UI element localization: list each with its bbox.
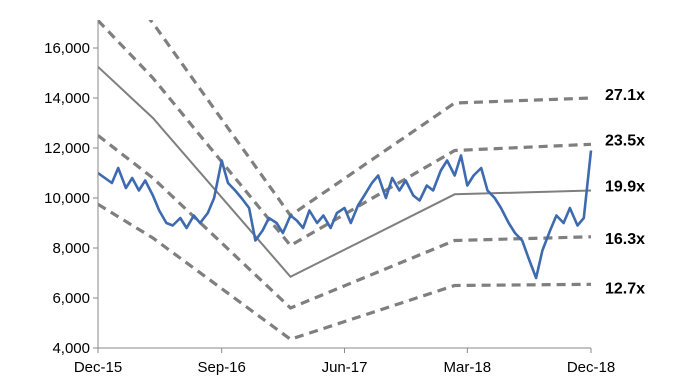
band-line-27-1x	[148, 20, 592, 218]
band-line-12-7x	[98, 202, 592, 342]
axes: 4,000 6,000 8,000 10,000 12,000 14,000 16,000 D…	[44, 20, 615, 376]
band-label-12-7x: 12.7x	[605, 280, 645, 297]
x-tick-label: Mar-18	[444, 359, 492, 376]
band-line-16-3x	[98, 134, 592, 310]
y-tick-label: 6,000	[52, 290, 90, 307]
band-label-23-5x: 23.5x	[605, 132, 645, 149]
valuation-bands	[98, 20, 592, 342]
band-label-27-1x: 27.1x	[605, 87, 645, 104]
y-tick-label: 8,000	[52, 240, 90, 257]
index-line	[98, 150, 593, 280]
y-tick-label: 10,000	[44, 190, 90, 207]
x-tick-label: Dec-18	[567, 359, 615, 376]
band-line-19-9x	[98, 66, 592, 279]
y-tick-label: 14,000	[44, 90, 90, 107]
y-tick-label: 4,000	[52, 340, 90, 357]
x-tick-label: Jun-17	[322, 359, 368, 376]
band-label-16-3x: 16.3x	[605, 231, 645, 248]
band-labels: 27.1x 23.5x 19.9x 16.3x 12.7x	[605, 87, 645, 297]
band-label-19-9x: 19.9x	[605, 179, 645, 196]
x-tick-label: Sep-16	[198, 359, 246, 376]
band-line-23-5x	[98, 20, 592, 248]
y-tick-label: 16,000	[44, 40, 90, 57]
y-tick-label: 12,000	[44, 140, 90, 157]
index-series	[98, 150, 593, 280]
x-tick-label: Dec-15	[74, 359, 122, 376]
